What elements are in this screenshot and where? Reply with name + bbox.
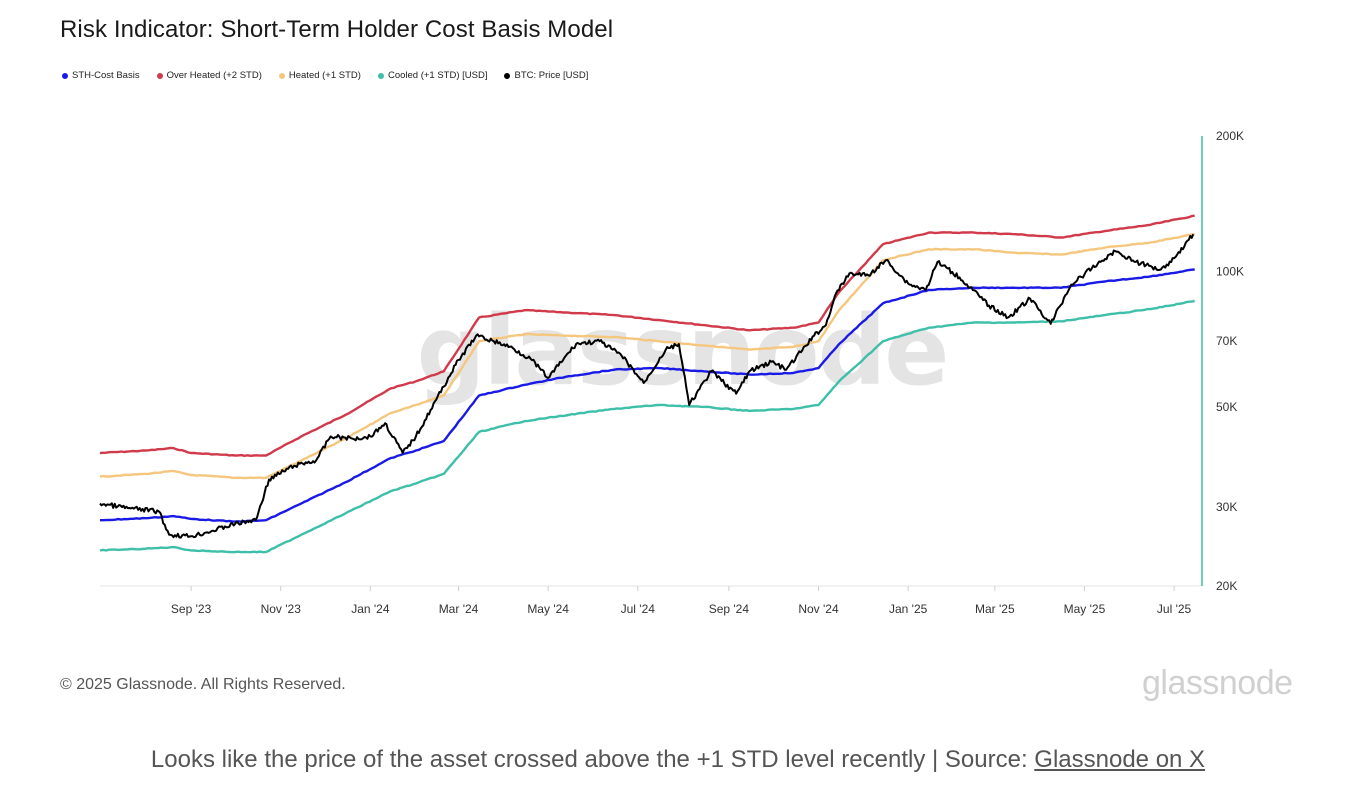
- x-axis: Sep '23 Nov '23 Jan '24 Mar '24 May '24 Jul '…: [171, 586, 1192, 616]
- x-tick-label: May '25: [1064, 602, 1106, 616]
- legend-item-btc-price[interactable]: BTC: Price [USD]: [504, 70, 588, 81]
- y-tick-label: 20K: [1216, 579, 1237, 593]
- x-tick-label: Mar '24: [439, 602, 479, 616]
- series-line-cooled-1-std-usd: [99, 299, 1195, 554]
- legend-dot-icon: [62, 72, 68, 79]
- legend-item-cooled[interactable]: Cooled (+1 STD) [USD]: [377, 70, 488, 81]
- legend-item-over-heated[interactable]: Over Heated (+2 STD): [156, 70, 262, 81]
- x-tick-label: Nov '23: [261, 602, 302, 616]
- legend-dot-icon: [156, 72, 163, 79]
- watermark-text: glassnode: [417, 295, 948, 407]
- y-tick-label: 200K: [1216, 129, 1244, 143]
- legend-dot-icon: [278, 72, 285, 79]
- series-line-sth-cost-basis: [100, 268, 1195, 523]
- copyright-text: © 2025 Glassnode. All Rights Reserved.: [60, 676, 346, 693]
- legend-label: Heated (+1 STD): [288, 70, 361, 81]
- series-line-over-heated-2-std: [99, 214, 1195, 457]
- x-tick-label: Jul '24: [621, 602, 656, 616]
- legend-dot-icon: [377, 72, 384, 79]
- chart-title: Risk Indicator: Short-Term Holder Cost B…: [60, 16, 614, 43]
- legend-label: Cooled (+1 STD) [USD]: [387, 70, 488, 81]
- x-tick-label: Jul '25: [1157, 602, 1192, 616]
- legend-label: BTC: Price [USD]: [514, 70, 589, 81]
- legend-dot-icon: [504, 72, 511, 79]
- brand-logo: glassnode: [1142, 664, 1293, 702]
- x-tick-label: Sep '24: [709, 602, 750, 616]
- x-tick-label: Sep '23: [171, 602, 212, 616]
- caption-text: Looks like the price of the asset crosse…: [150, 746, 1035, 773]
- series-line-btc-price-usd: [99, 233, 1195, 539]
- legend-item-heated[interactable]: Heated (+1 STD): [278, 70, 361, 81]
- series-line-heated-1-std: [99, 233, 1195, 480]
- y-tick-label: 100K: [1216, 264, 1244, 278]
- y-tick-label: 30K: [1216, 500, 1237, 514]
- chart-legend: STH-Cost Basis Over Heated (+2 STD) Heat…: [62, 70, 588, 81]
- series-group: [99, 214, 1195, 554]
- x-tick-label: Nov '24: [798, 602, 839, 616]
- y-axis: 200K 100K 70K 50K 30K 20K: [1216, 129, 1244, 593]
- y-tick-label: 50K: [1216, 400, 1237, 414]
- x-tick-label: Jan '25: [889, 602, 928, 616]
- source-link[interactable]: Glassnode on X: [1034, 746, 1206, 773]
- legend-label: STH-Cost Basis: [72, 70, 140, 81]
- legend-label: Over Heated (+2 STD): [166, 70, 262, 81]
- x-tick-label: Mar '25: [975, 602, 1015, 616]
- y-tick-label: 70K: [1216, 334, 1237, 348]
- legend-item-sth-cost-basis[interactable]: STH-Cost Basis: [62, 70, 140, 81]
- image-caption: Looks like the price of the asset crosse…: [0, 746, 1356, 774]
- x-tick-label: Jan '24: [351, 602, 390, 616]
- x-tick-label: May '24: [527, 602, 569, 616]
- chart-plot: glassnode Sep '23 Nov '23 Jan '24 Mar '24 Ma…: [99, 129, 1244, 616]
